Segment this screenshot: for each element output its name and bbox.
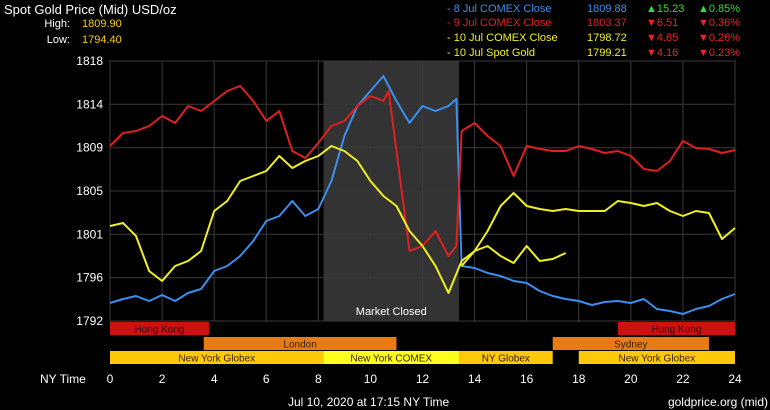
legend-row-1: - 9 Jul COMEX Close 1803.37 ▼6.51 ▼0.36% (447, 17, 740, 29)
x-tick-label: 12 (416, 372, 430, 386)
y-tick-label: 1818 (76, 54, 103, 68)
x-tick-label: 16 (520, 372, 534, 386)
session-label: London (283, 340, 316, 351)
session-label: NY Globex (482, 354, 530, 365)
y-axis-ticks: 1792 1796 1801 1805 1809 1814 1818 (76, 54, 103, 328)
session-bar (617, 322, 735, 335)
legend-row-0: - 8 Jul COMEX Close 1809.88 ▲15.23 ▲0.85… (447, 3, 740, 15)
legend-change: ▲15.23 (646, 3, 684, 15)
session-label: Hong Kong (651, 325, 701, 336)
series-line-2 (109, 145, 736, 294)
x-tick-label: 6 (263, 372, 270, 386)
legend-pct: ▼0.26% (698, 32, 740, 44)
x-tick-label: 8 (315, 372, 322, 386)
legend-price: 1809.88 (587, 3, 627, 15)
session-label: Hong Kong (134, 325, 184, 336)
legend-pct: ▼0.23% (698, 47, 740, 59)
x-tick-label: 24 (728, 372, 742, 386)
x-tick-label: 20 (624, 372, 638, 386)
market-closed-label: Market Closed (356, 306, 427, 318)
legend-change: ▼4.65 (646, 32, 678, 44)
x-axis-ticks: 0 2 4 6 8 10 12 14 16 18 20 22 24 (107, 372, 742, 386)
x-tick-label: 10 (364, 372, 378, 386)
x-tick-label: 18 (572, 372, 586, 386)
legend-change: ▼6.51 (646, 17, 678, 29)
legend-price: 1798.72 (587, 32, 627, 44)
y-tick-label: 1796 (76, 271, 103, 285)
series-line-0 (109, 75, 736, 315)
legend-change: ▼4.16 (646, 47, 678, 59)
grid (109, 60, 736, 322)
x-tick-label: 14 (468, 372, 482, 386)
legend-pct: ▲0.85% (698, 3, 740, 15)
series-line-1 (109, 85, 736, 257)
y-tick-label: 1809 (76, 141, 103, 155)
trading-sessions: Hong Kong Hong Kong London Sydney New York G… (110, 322, 735, 365)
session-bar (552, 337, 709, 350)
session-bar (323, 351, 459, 364)
chart-title: Spot Gold Price (Mid) USD/oz (4, 2, 177, 17)
high-value: 1809.90 (82, 18, 122, 30)
session-label: New York COMEX (350, 354, 432, 365)
session-bar (578, 351, 735, 364)
session-label: New York Globex (178, 354, 255, 365)
legend-pct: ▼0.36% (698, 17, 740, 29)
session-bar (110, 351, 324, 364)
low-label: Low: (47, 34, 70, 46)
session-bar (458, 351, 553, 364)
low-value: 1794.40 (82, 34, 122, 46)
legend-price: 1799.21 (587, 47, 627, 59)
y-tick-label: 1805 (76, 184, 103, 198)
y-tick-label: 1801 (76, 227, 103, 241)
x-tick-label: 22 (676, 372, 690, 386)
session-label: Sydney (614, 340, 647, 351)
x-tick-label: 2 (159, 372, 166, 386)
session-bar (110, 322, 209, 335)
legend-label: - 10 Jul COMEX Close (447, 32, 558, 44)
source: goldprice.org (mid) (668, 395, 768, 409)
legend-label: - 10 Jul Spot Gold (447, 47, 535, 59)
timestamp: Jul 10, 2020 at 17:15 NY Time (288, 395, 450, 409)
legend-label: - 9 Jul COMEX Close (447, 17, 552, 29)
session-label: New York Globex (619, 354, 696, 365)
series-line-3 (460, 245, 567, 267)
x-tick-label: 0 (107, 372, 114, 386)
session-bar (203, 337, 397, 350)
legend: - 8 Jul COMEX Close 1809.88 ▲15.23 ▲0.85… (447, 3, 740, 59)
price-lines (109, 75, 736, 315)
legend-price: 1803.37 (587, 17, 627, 29)
high-label: High: (44, 18, 70, 30)
y-tick-label: 1814 (76, 97, 103, 111)
legend-row-2: - 10 Jul COMEX Close 1798.72 ▼4.65 ▼0.26… (447, 32, 740, 44)
legend-row-3: - 10 Jul Spot Gold 1799.21 ▼4.16 ▼0.23% (447, 47, 740, 59)
x-tick-label: 4 (211, 372, 218, 386)
x-axis-label: NY Time (40, 372, 86, 386)
y-tick-label: 1792 (76, 314, 103, 328)
legend-label: - 8 Jul COMEX Close (447, 3, 552, 15)
